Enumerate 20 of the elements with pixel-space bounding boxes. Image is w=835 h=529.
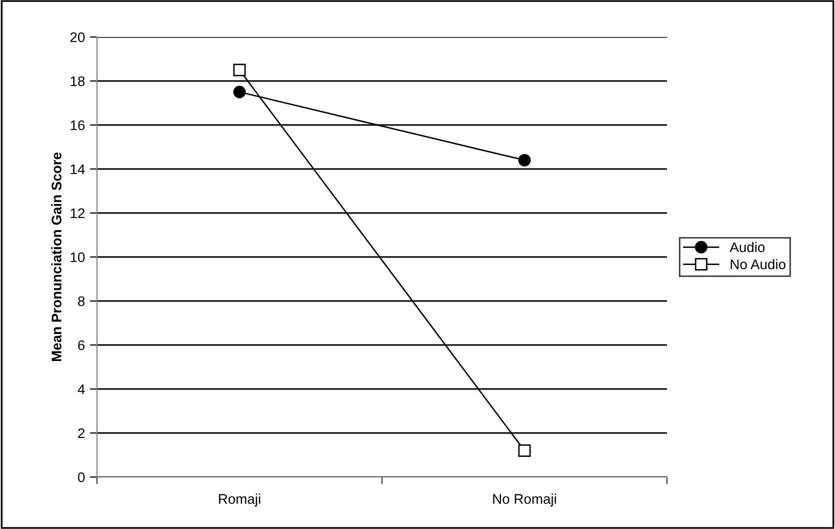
y-tick-label: 14 [70, 164, 85, 174]
legend-label: No Audio [730, 259, 786, 270]
legend-label: Audio [730, 242, 765, 252]
x-tick-label: Romaji [219, 494, 260, 507]
point [518, 154, 531, 166]
point [233, 86, 246, 98]
x-tick-label: No Romaji [493, 494, 556, 507]
point [518, 444, 531, 457]
y-tick-label: 12 [70, 208, 84, 218]
y-tick-label: 16 [70, 120, 85, 130]
y-tick-label: 0 [78, 472, 85, 482]
y-tick-label: 2 [78, 428, 84, 438]
y-tick-label: 6 [78, 340, 85, 350]
y-tick-label: 18 [70, 76, 85, 86]
y-tick-label: 20 [70, 32, 85, 42]
y-tick-label: 10 [70, 252, 85, 262]
y-tick-label: 4 [78, 384, 85, 394]
y-tick-label: 8 [78, 296, 85, 306]
y-axis-title: Mean Pronunciation Gain Score [51, 152, 62, 362]
point [233, 64, 246, 76]
